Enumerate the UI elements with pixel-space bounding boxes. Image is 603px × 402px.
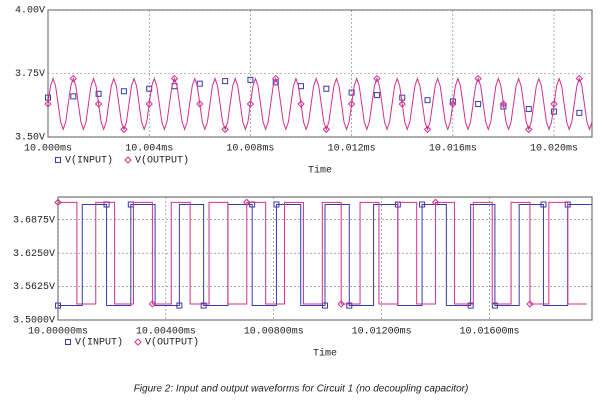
data-marker [95, 90, 102, 97]
data-marker [54, 198, 62, 207]
data-marker [398, 100, 406, 108]
data-marker [347, 100, 356, 108]
data-marker [475, 100, 482, 107]
data-marker [69, 74, 78, 83]
data-marker [44, 100, 52, 108]
y-tick-label: 3.5625V [13, 282, 55, 293]
data-marker [467, 302, 474, 309]
data-marker [373, 92, 380, 99]
x-tick-label: 10.01600ms [460, 327, 520, 338]
y-tick-label: 3.6250V [13, 249, 55, 260]
legend-label: V(OUTPUT) [135, 155, 189, 167]
data-marker [170, 74, 179, 83]
data-marker [273, 201, 280, 208]
data-marker [247, 76, 254, 83]
x-tick-label: 10.016ms [429, 144, 477, 155]
x-axis-label: Time [308, 165, 332, 177]
x-tick-label: 10.020ms [530, 144, 578, 155]
x-tick-label: 10.01200ms [352, 327, 412, 338]
data-marker [176, 302, 183, 309]
data-marker [196, 100, 204, 108]
data-marker [525, 125, 533, 134]
legend-symbol [134, 338, 142, 346]
caption: Figure 2: Input and output waveforms for… [134, 384, 469, 395]
data-marker [243, 198, 251, 207]
data-marker [297, 100, 305, 108]
legend-symbol [55, 157, 61, 163]
x-axis-label: Time [313, 348, 337, 360]
data-marker [70, 93, 77, 100]
legend-label: V(OUTPUT) [145, 337, 199, 349]
data-marker [423, 125, 432, 134]
data-marker [221, 125, 229, 134]
data-marker [120, 125, 128, 134]
legend-symbol [124, 156, 132, 164]
x-tick-label: 10.00400ms [136, 327, 196, 338]
data-marker [525, 106, 532, 113]
data-marker [419, 201, 426, 208]
data-marker [540, 201, 547, 208]
data-marker [322, 302, 328, 309]
y-tick-label: 3.75V [15, 69, 45, 80]
data-marker [526, 300, 534, 308]
x-tick-label: 10.012ms [328, 144, 376, 155]
data-marker [491, 302, 498, 309]
data-marker [120, 88, 127, 95]
x-tick-label: 10.004ms [125, 144, 173, 155]
data-marker [200, 302, 207, 309]
data-marker [346, 302, 353, 309]
data-marker [272, 74, 280, 83]
legend-label: V(INPUT) [65, 155, 113, 167]
y-tick-label: 3.50V [15, 133, 45, 144]
data-marker [337, 300, 345, 308]
data-marker [348, 89, 355, 96]
x-tick-label: 10.00800ms [244, 327, 304, 338]
x-tick-label: 10.008ms [226, 144, 274, 155]
series-line [58, 203, 592, 307]
data-marker [499, 100, 508, 108]
data-marker [576, 109, 583, 116]
data-marker [322, 125, 331, 134]
data-marker [196, 80, 203, 87]
legend-symbol [65, 339, 71, 345]
data-marker [373, 74, 381, 83]
data-marker [323, 85, 330, 92]
data-marker [474, 74, 482, 83]
data-marker [431, 198, 440, 207]
x-tick-label: 10.000ms [24, 144, 72, 155]
series-line [58, 201, 587, 305]
y-tick-label: 3.5000V [13, 316, 55, 327]
y-tick-label: 3.6875V [13, 215, 55, 226]
data-marker [94, 100, 103, 108]
data-marker [145, 100, 153, 108]
data-marker [246, 100, 255, 108]
data-marker [424, 97, 431, 104]
y-tick-label: 4.00V [15, 6, 45, 17]
data-marker [148, 300, 157, 308]
legend-label: V(INPUT) [75, 337, 123, 349]
data-marker [45, 94, 51, 101]
data-marker [550, 100, 558, 108]
data-marker [55, 302, 61, 309]
data-marker [449, 100, 457, 108]
data-marker [575, 74, 584, 83]
data-marker [222, 78, 229, 85]
x-tick-label: 10.00000ms [28, 327, 88, 338]
series-line [47, 77, 593, 131]
data-marker [399, 94, 406, 101]
data-marker [551, 108, 558, 115]
